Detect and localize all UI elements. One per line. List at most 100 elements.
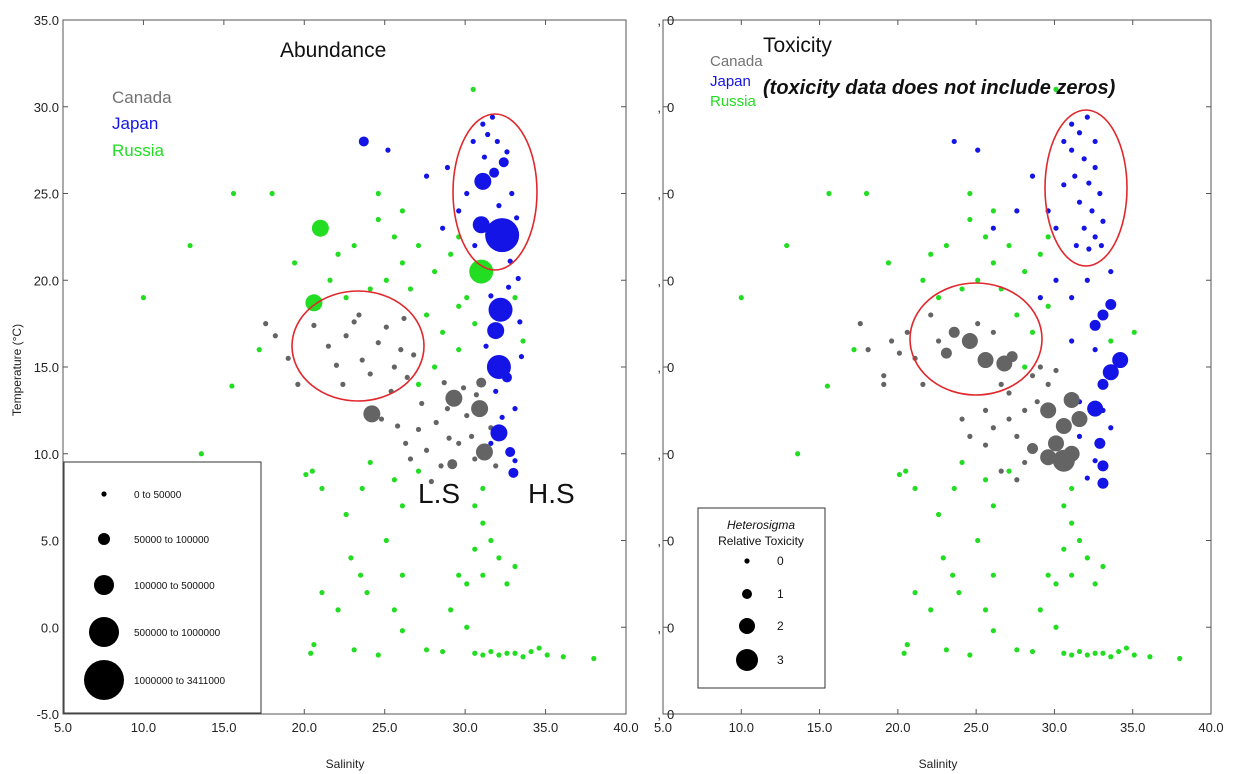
- high-salinity-label: H.S: [528, 478, 575, 509]
- low-salinity-highlight-ellipse: [291, 290, 425, 402]
- point-russia: [1123, 645, 1130, 651]
- point-canada: [920, 381, 926, 387]
- abundance-y-tick-labels: -5.0 0.0 5.0 10.0 15.0 20.0 25.0 30.0 35.0: [34, 13, 59, 722]
- point-russia: [230, 190, 237, 197]
- point-russia: [943, 242, 949, 249]
- y-tick-label: 15.0: [34, 360, 59, 375]
- point-russia: [269, 190, 275, 197]
- point-russia: [309, 468, 315, 474]
- point-russia: [343, 511, 349, 518]
- point-canada: [419, 400, 425, 407]
- point-japan: [1097, 378, 1109, 390]
- point-russia: [1177, 655, 1183, 662]
- point-canada: [1006, 390, 1012, 396]
- point-japan: [1081, 225, 1087, 231]
- point-russia: [1037, 607, 1043, 613]
- point-russia: [795, 451, 801, 457]
- point-canada: [441, 380, 447, 386]
- point-japan: [472, 216, 490, 234]
- y-tick-label-clipped-digit: 0: [667, 360, 674, 375]
- point-japan: [1069, 295, 1075, 301]
- point-canada: [996, 355, 1013, 372]
- point-russia: [496, 652, 502, 658]
- point-japan: [490, 424, 508, 442]
- point-japan: [1092, 138, 1098, 145]
- y-axis-title: Temperature (°C): [10, 324, 24, 416]
- point-russia: [990, 628, 996, 634]
- point-japan: [1097, 190, 1103, 197]
- point-japan: [1102, 364, 1119, 381]
- y-tick-label: 5.0: [41, 534, 59, 549]
- point-russia: [990, 572, 996, 578]
- point-russia: [431, 364, 438, 370]
- point-japan: [1084, 114, 1090, 120]
- point-canada: [1053, 367, 1059, 374]
- point-russia: [367, 286, 373, 292]
- toxicity-high-salinity-ellipse: [1044, 109, 1128, 267]
- point-russia: [982, 234, 989, 240]
- point-japan: [509, 190, 515, 197]
- point-canada: [333, 362, 340, 368]
- y-tick-label-clipped: ,: [657, 273, 661, 288]
- point-canada: [295, 381, 301, 387]
- point-russia: [198, 451, 204, 457]
- point-russia: [375, 190, 381, 197]
- point-russia: [357, 572, 364, 578]
- point-canada: [476, 377, 487, 388]
- point-canada: [325, 343, 332, 349]
- size-legend-label: 100000 to 500000: [134, 581, 215, 592]
- point-russia: [967, 652, 973, 658]
- point-russia: [520, 654, 526, 660]
- x-tick-label: 25.0: [372, 720, 397, 735]
- point-russia: [982, 607, 989, 613]
- y-tick-label-clipped-digit: 0: [667, 100, 674, 115]
- point-canada: [351, 319, 357, 325]
- point-canada: [401, 315, 407, 322]
- point-russia: [1053, 86, 1059, 92]
- point-japan: [470, 138, 476, 145]
- point-japan: [512, 406, 518, 412]
- point-russia: [1084, 652, 1090, 658]
- point-canada: [990, 425, 996, 431]
- point-canada: [948, 326, 960, 338]
- point-canada: [445, 389, 463, 407]
- point-russia: [359, 485, 365, 492]
- point-russia: [1037, 251, 1043, 257]
- point-canada: [1052, 449, 1075, 472]
- size-legend-label: 0 to 50000: [134, 490, 182, 501]
- point-russia: [456, 572, 462, 578]
- point-russia: [901, 650, 907, 656]
- point-japan: [1105, 299, 1117, 311]
- point-canada: [1022, 407, 1028, 413]
- point-russia: [399, 260, 406, 266]
- toxicity-panel: , 0, 0, 0, 0, 0, 0, 0, 0, 0 5.0 10.0 15.0 20.0 25.0 30…: [654, 13, 1224, 771]
- point-japan: [358, 136, 369, 147]
- toxicity-legend-title-italic: Heterosigma: [727, 518, 795, 532]
- point-canada: [471, 400, 489, 418]
- point-japan: [1087, 400, 1104, 417]
- x-tick-label: 30.0: [452, 720, 477, 735]
- point-russia: [1006, 468, 1012, 474]
- point-japan: [518, 353, 525, 360]
- toxicity-y-tick-labels: , 0, 0, 0, 0, 0, 0, 0, 0, 0: [657, 13, 674, 722]
- point-russia: [536, 645, 542, 651]
- point-japan: [474, 172, 492, 190]
- point-canada: [383, 324, 389, 330]
- point-russia: [187, 242, 193, 249]
- point-japan: [1112, 352, 1129, 369]
- point-russia: [423, 312, 430, 318]
- point-canada: [447, 459, 458, 470]
- point-canada: [433, 419, 439, 426]
- point-russia: [415, 381, 422, 387]
- point-russia: [940, 555, 946, 561]
- abundance-size-legend: 0 to 50000 50000 to 100000 100000 to 50000…: [84, 490, 225, 700]
- point-russia: [975, 537, 981, 544]
- point-russia: [391, 234, 397, 240]
- toxicity-size-legend-box: [697, 507, 826, 689]
- y-tick-label-clipped-digit: 0: [667, 13, 674, 28]
- point-canada: [472, 456, 478, 462]
- point-japan: [951, 138, 957, 145]
- point-canada: [444, 406, 451, 412]
- point-canada: [340, 381, 346, 387]
- point-japan: [1108, 425, 1114, 431]
